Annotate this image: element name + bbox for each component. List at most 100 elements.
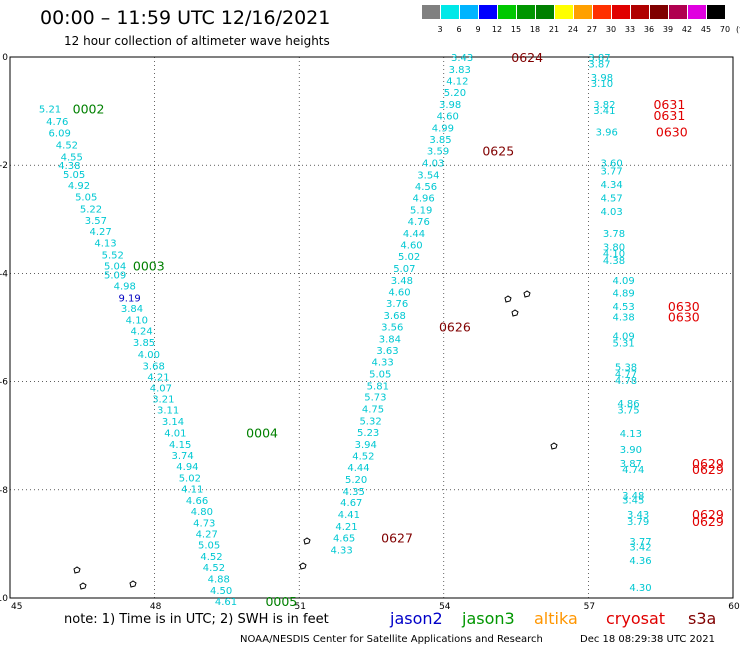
wave-height-value: 5.32 bbox=[359, 417, 381, 428]
wave-height-value: 3.80 bbox=[603, 242, 625, 253]
colorbar-label: 42 bbox=[681, 25, 693, 34]
wave-height-value: 4.21 bbox=[335, 522, 357, 533]
wave-height-value: 3.85 bbox=[133, 338, 155, 349]
wave-height-value: 3.83 bbox=[449, 65, 471, 76]
colorbar-swatch bbox=[688, 5, 706, 19]
wave-height-value: 4.10 bbox=[126, 315, 148, 326]
wave-height-value: 4.52 bbox=[200, 552, 222, 563]
pass-label: 0002 bbox=[73, 101, 105, 116]
colorbar-label: 18 bbox=[529, 25, 541, 34]
wave-height-value: 5.20 bbox=[444, 88, 466, 99]
pass-label: 0629 bbox=[692, 507, 724, 522]
island-outline bbox=[523, 290, 531, 298]
x-tick-label: 54 bbox=[439, 602, 451, 612]
y-tick-label: -4 bbox=[0, 269, 8, 279]
wave-height-value: 4.86 bbox=[617, 399, 639, 410]
pass-label: 0003 bbox=[133, 258, 165, 273]
wave-height-value: 4.75 bbox=[362, 405, 384, 416]
wave-height-value: 4.53 bbox=[613, 302, 635, 313]
wave-height-value: 4.98 bbox=[114, 281, 136, 292]
colorbar-label: 30 bbox=[605, 25, 617, 34]
wave-height-value: 3.45 bbox=[622, 496, 644, 507]
pass-label: 0625 bbox=[482, 144, 514, 159]
wave-height-value: 3.85 bbox=[429, 135, 451, 146]
wave-height-value: 3.21 bbox=[152, 394, 174, 405]
wave-height-value: 5.04 bbox=[104, 261, 126, 272]
wave-height-value: 4.50 bbox=[210, 586, 232, 597]
wave-height-value: 5.05 bbox=[63, 170, 85, 181]
wave-height-value: 5.07 bbox=[393, 264, 415, 275]
wave-height-value: 4.13 bbox=[94, 239, 116, 250]
colorbar-label: 24 bbox=[567, 25, 579, 34]
pass-label: 0631 bbox=[653, 97, 685, 112]
wave-height-value: 4.60 bbox=[388, 287, 410, 298]
x-tick-label: 51 bbox=[294, 602, 305, 612]
x-tick-label: 45 bbox=[11, 602, 22, 612]
y-tick-label: 0 bbox=[2, 53, 8, 63]
colorbar-swatch bbox=[612, 5, 630, 19]
pass-label: 0629 bbox=[692, 456, 724, 471]
wave-height-value: 4.03 bbox=[422, 158, 444, 169]
y-tick-label: -6 bbox=[0, 378, 8, 388]
wave-height-value: 4.61 bbox=[215, 597, 237, 608]
map-frame bbox=[9, 56, 734, 599]
wave-height-value: 5.38 bbox=[615, 362, 637, 373]
wave-height-value: 4.52 bbox=[203, 563, 225, 574]
legend-item-s3a: s3a bbox=[688, 609, 717, 628]
wave-height-value: 4.73 bbox=[193, 518, 215, 529]
y-tick-label: -8 bbox=[0, 486, 8, 496]
wave-height-value: 4.92 bbox=[68, 181, 90, 192]
island-outline bbox=[504, 295, 512, 303]
wave-height-value: 3.56 bbox=[381, 322, 403, 333]
wave-height-value: 5.31 bbox=[613, 339, 635, 350]
wave-height-value: 4.09 bbox=[613, 276, 635, 287]
wave-height-value: 4.03 bbox=[600, 207, 622, 218]
wave-height-value: 5.02 bbox=[179, 473, 201, 484]
wave-height-value: 4.12 bbox=[446, 76, 468, 87]
wave-height-value: 4.77 bbox=[615, 369, 637, 380]
wave-height-value: 5.20 bbox=[345, 475, 367, 486]
island-outline bbox=[550, 442, 558, 450]
wave-height-value: 4.44 bbox=[403, 229, 425, 240]
wave-height-value: 4.27 bbox=[196, 530, 218, 541]
legend-item-jason3: jason3 bbox=[462, 609, 515, 628]
wave-height-value: 4.24 bbox=[131, 327, 153, 338]
wave-height-value: 4.30 bbox=[629, 583, 651, 594]
y-tick-label: -2 bbox=[0, 161, 8, 171]
wave-height-value: 5.19 bbox=[410, 206, 432, 217]
wave-height-value: 4.89 bbox=[613, 288, 635, 299]
island-outline bbox=[511, 309, 519, 317]
colorbar-label: 39 bbox=[662, 25, 674, 34]
wave-height-value: 3.68 bbox=[384, 311, 406, 322]
wave-height-value: 4.56 bbox=[415, 182, 437, 193]
wave-height-value: 4.10 bbox=[603, 249, 625, 260]
wave-height-value: 3.84 bbox=[379, 334, 401, 345]
wave-height-value: 9.19 bbox=[118, 294, 140, 305]
wave-height-value: 4.36 bbox=[629, 556, 651, 567]
wave-height-value: 4.35 bbox=[343, 487, 365, 498]
colorbar-swatch bbox=[669, 5, 687, 19]
wave-height-value: 4.15 bbox=[169, 440, 191, 451]
x-tick-label: 60 bbox=[728, 602, 740, 612]
x-tick-label: 48 bbox=[150, 602, 162, 612]
wave-height-value: 4.96 bbox=[412, 194, 434, 205]
wave-height-value: 4.66 bbox=[186, 496, 208, 507]
wave-height-value: 5.52 bbox=[102, 250, 124, 261]
wave-height-value: 4.27 bbox=[90, 227, 112, 238]
wave-height-value: 4.57 bbox=[600, 194, 622, 205]
wave-height-value: 4.11 bbox=[181, 485, 203, 496]
colorbar-swatch bbox=[422, 5, 440, 19]
wave-height-value: 4.09 bbox=[613, 332, 635, 343]
pass-label: 0630 bbox=[656, 125, 688, 140]
colorbar-swatch bbox=[555, 5, 573, 19]
wave-height-value: 4.67 bbox=[340, 498, 362, 509]
colorbar-swatch bbox=[517, 5, 535, 19]
wave-height-value: 3.98 bbox=[439, 100, 461, 111]
wave-height-value: 4.65 bbox=[333, 533, 355, 544]
wave-height-value: 3.84 bbox=[121, 304, 143, 315]
colorbar-label: 45 bbox=[700, 25, 712, 34]
wave-height-value: 3.79 bbox=[627, 517, 649, 528]
colorbar-swatch bbox=[479, 5, 497, 19]
wave-height-value: 3.87 bbox=[588, 53, 610, 64]
